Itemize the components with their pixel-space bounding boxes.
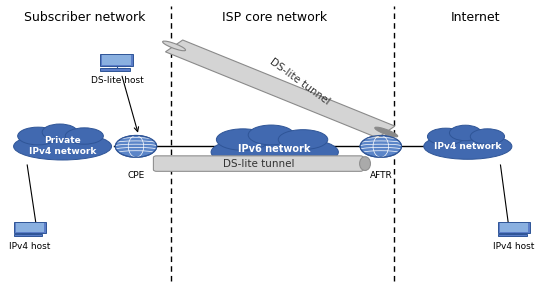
Ellipse shape xyxy=(163,41,186,51)
Text: IPv4 host: IPv4 host xyxy=(493,242,535,251)
Ellipse shape xyxy=(217,129,269,150)
Text: AFTR: AFTR xyxy=(369,171,392,180)
FancyBboxPatch shape xyxy=(101,68,130,71)
Text: CPE: CPE xyxy=(127,171,145,180)
FancyBboxPatch shape xyxy=(498,234,527,236)
Text: DS-lite tunnel: DS-lite tunnel xyxy=(267,57,331,107)
Ellipse shape xyxy=(18,127,59,145)
Ellipse shape xyxy=(42,124,78,140)
Ellipse shape xyxy=(14,133,112,160)
Circle shape xyxy=(360,135,401,157)
FancyBboxPatch shape xyxy=(153,156,363,171)
FancyBboxPatch shape xyxy=(101,54,133,66)
FancyBboxPatch shape xyxy=(500,222,528,232)
Text: Internet: Internet xyxy=(452,11,500,24)
FancyBboxPatch shape xyxy=(16,222,44,232)
FancyBboxPatch shape xyxy=(14,234,42,236)
Text: ISP core network: ISP core network xyxy=(222,11,327,24)
Ellipse shape xyxy=(65,128,103,144)
Ellipse shape xyxy=(424,133,512,159)
Ellipse shape xyxy=(428,128,464,145)
Text: DS-lite tunnel: DS-lite tunnel xyxy=(222,159,294,168)
Ellipse shape xyxy=(449,125,481,141)
Ellipse shape xyxy=(279,130,327,150)
Circle shape xyxy=(115,135,157,157)
Text: IPv4 host: IPv4 host xyxy=(9,242,51,251)
FancyBboxPatch shape xyxy=(102,55,132,65)
Text: IPv6 network: IPv6 network xyxy=(238,144,311,154)
FancyBboxPatch shape xyxy=(14,222,46,233)
Text: DS-lite host: DS-lite host xyxy=(91,76,143,85)
Ellipse shape xyxy=(211,136,338,169)
Text: Private
IPv4 network: Private IPv4 network xyxy=(29,136,96,156)
Ellipse shape xyxy=(470,129,505,144)
Polygon shape xyxy=(165,40,395,138)
Ellipse shape xyxy=(375,127,398,137)
Text: IPv4 network: IPv4 network xyxy=(434,142,502,151)
Text: Subscriber network: Subscriber network xyxy=(23,11,145,24)
FancyBboxPatch shape xyxy=(498,222,530,233)
Ellipse shape xyxy=(248,125,294,145)
Ellipse shape xyxy=(360,157,370,170)
